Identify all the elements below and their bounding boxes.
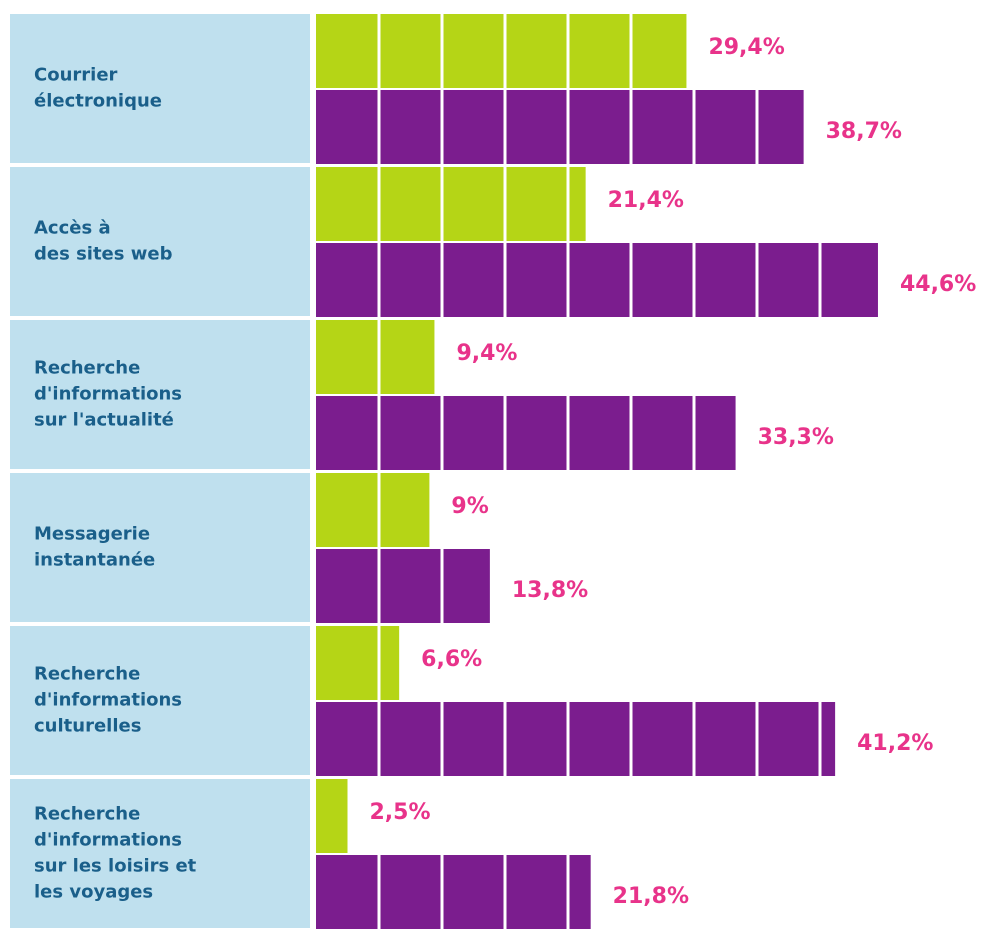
category-label: électronique bbox=[34, 91, 162, 112]
value-label: 33,3% bbox=[758, 425, 834, 450]
category-panel bbox=[10, 779, 310, 928]
bar bbox=[316, 702, 836, 776]
category-label: instantanée bbox=[34, 550, 155, 571]
bar bbox=[316, 855, 591, 929]
value-label: 2,5% bbox=[370, 800, 431, 825]
value-label: 6,6% bbox=[421, 647, 482, 672]
category-label: sur les loisirs et bbox=[34, 856, 197, 877]
category-label: sur l'actualité bbox=[34, 410, 174, 431]
bar bbox=[316, 243, 878, 317]
category-label: Accès à bbox=[34, 218, 111, 239]
category-label: d'informations bbox=[34, 690, 182, 711]
category-label: Messagerie bbox=[34, 524, 150, 545]
value-label: 41,2% bbox=[857, 731, 933, 756]
category-panel bbox=[10, 473, 310, 622]
value-label: 44,6% bbox=[900, 272, 976, 297]
value-label: 13,8% bbox=[512, 578, 588, 603]
value-label: 38,7% bbox=[826, 119, 902, 144]
category-label: les voyages bbox=[34, 882, 153, 903]
category-label: des sites web bbox=[34, 244, 173, 265]
bar bbox=[316, 167, 586, 241]
category-panel bbox=[10, 167, 310, 316]
category-label: Recherche bbox=[34, 804, 140, 825]
category-label: Courrier bbox=[34, 65, 118, 86]
bar bbox=[316, 626, 400, 700]
value-label: 9,4% bbox=[456, 341, 517, 366]
category-panel bbox=[10, 320, 310, 469]
category-label: d'informations bbox=[34, 384, 182, 405]
bar bbox=[316, 779, 348, 853]
category-panel bbox=[10, 626, 310, 775]
category-label: culturelles bbox=[34, 716, 141, 737]
category-label: d'informations bbox=[34, 830, 182, 851]
value-label: 21,4% bbox=[608, 188, 684, 213]
value-label: 21,8% bbox=[613, 884, 689, 909]
value-label: 29,4% bbox=[708, 35, 784, 60]
category-label: Recherche bbox=[34, 664, 140, 685]
bar bbox=[316, 549, 490, 623]
value-label: 9% bbox=[451, 494, 488, 519]
category-label: Recherche bbox=[34, 358, 140, 379]
bar bbox=[316, 396, 736, 470]
category-panel bbox=[10, 14, 310, 163]
bar bbox=[316, 320, 435, 394]
bar bbox=[316, 90, 804, 164]
bar bbox=[316, 473, 430, 547]
